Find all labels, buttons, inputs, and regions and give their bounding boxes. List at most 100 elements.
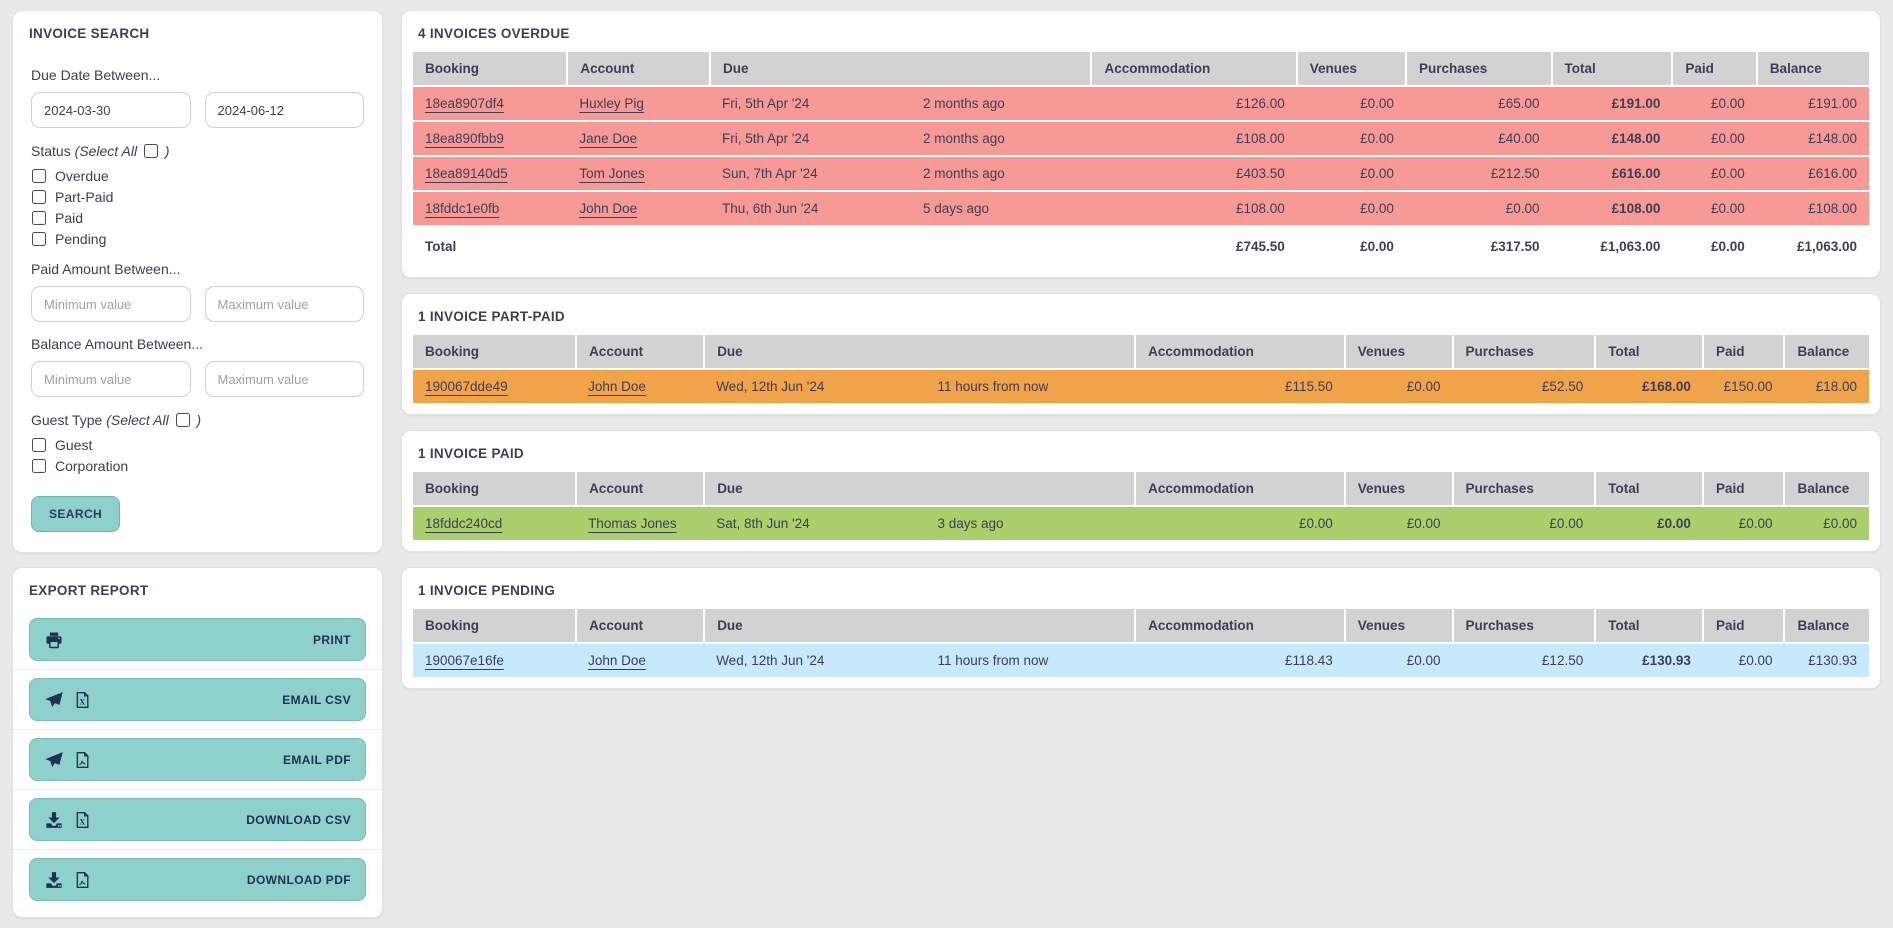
status-select-all-suffix: ) (164, 143, 170, 159)
venues-cell: £0.00 (1344, 505, 1453, 540)
download-icon (44, 870, 64, 890)
booking-link[interactable]: 190067dde49 (425, 379, 508, 394)
col-due: Due (709, 52, 1092, 86)
send-icon (44, 750, 64, 770)
venues-cell: £0.00 (1296, 120, 1406, 156)
balance-cell: £148.00 (1756, 120, 1869, 156)
balance-amount-max-input[interactable] (204, 361, 364, 397)
purchases-cell: £0.00 (1452, 505, 1596, 540)
email-pdf-button-label: EMAIL PDF (282, 752, 351, 767)
col-venues: Venues (1343, 335, 1453, 369)
paid-amount-min-input[interactable] (31, 286, 191, 322)
paid-amount-inputs (31, 286, 364, 322)
due-relative-cell: 11 hours from now (925, 642, 1136, 677)
col-balance: Balance (1755, 52, 1869, 86)
print-button-label: PRINT (313, 632, 351, 647)
invoice-results-area: 4 INVOICES OVERDUE Booking Account Due A… (401, 10, 1881, 689)
account-link[interactable]: Thomas Jones (588, 516, 677, 531)
download-csv-button-label: DOWNLOAD CSV (246, 812, 351, 827)
col-accommodation: Accommodation (1134, 472, 1345, 506)
download-pdf-button[interactable]: DOWNLOAD PDF (29, 858, 366, 901)
booking-link[interactable]: 18fddc240cd (425, 516, 503, 531)
export-item-download-csv: X DOWNLOAD CSV (13, 789, 382, 849)
booking-link[interactable]: 190067e16fe (425, 653, 504, 668)
status-option-part-paid[interactable]: Part-Paid (31, 189, 364, 205)
balance-cell: £18.00 (1784, 368, 1869, 403)
due-date-from-input[interactable] (31, 92, 191, 128)
print-button[interactable]: PRINT (29, 618, 366, 661)
paid-amount-max-input[interactable] (204, 286, 364, 322)
guest-checkbox[interactable] (32, 438, 46, 452)
account-link[interactable]: Huxley Pig (579, 96, 644, 111)
guest-type-select-all-label: (Select All (106, 412, 169, 428)
col-venues: Venues (1295, 52, 1406, 86)
due-relative-cell: 2 months ago (910, 85, 1092, 121)
accommodation-cell: £403.50 (1091, 155, 1297, 191)
col-accommodation: Accommodation (1090, 52, 1297, 86)
due-date-to-input[interactable] (204, 92, 364, 128)
account-link[interactable]: Jane Doe (579, 131, 638, 146)
account-link[interactable]: Tom Jones (579, 166, 645, 181)
col-paid: Paid (1701, 609, 1785, 643)
status-option-overdue[interactable]: Overdue (31, 168, 364, 184)
booking-link[interactable]: 18ea890fbb9 (425, 131, 504, 146)
paid-cell: £0.00 (1672, 155, 1757, 191)
accommodation-cell: £126.00 (1091, 85, 1297, 121)
status-option-pending[interactable]: Pending (31, 231, 364, 247)
col-total: Total (1594, 472, 1703, 506)
invoice-row: 190067dde49 John Doe Wed, 12th Jun '24 1… (413, 368, 1869, 403)
invoices-overdue-table: Booking Account Due Accommodation Venues… (413, 52, 1869, 266)
guest-type-option-guest[interactable]: Guest (31, 437, 364, 453)
col-balance: Balance (1783, 609, 1869, 643)
download-pdf-button-label: DOWNLOAD PDF (246, 872, 351, 887)
account-link[interactable]: John Doe (579, 201, 638, 216)
due-relative-cell: 3 days ago (925, 505, 1136, 540)
pending-checkbox[interactable] (32, 232, 46, 246)
col-purchases: Purchases (1451, 472, 1596, 506)
due-date-cell: Wed, 12th Jun '24 (704, 368, 926, 403)
guest-type-option-corporation[interactable]: Corporation (31, 458, 364, 474)
due-date-label: Due Date Between... (31, 67, 161, 83)
total-cell: £168.00 (1595, 368, 1703, 403)
col-venues: Venues (1343, 472, 1453, 506)
email-csv-button[interactable]: X EMAIL CSV (29, 678, 366, 721)
search-button[interactable]: SEARCH (31, 496, 121, 532)
export-item-email-csv: X EMAIL CSV (13, 669, 382, 729)
col-purchases: Purchases (1451, 609, 1596, 643)
overdue-checkbox[interactable] (32, 169, 46, 183)
corporation-checkbox[interactable] (32, 459, 46, 473)
part-paid-checkbox[interactable] (32, 190, 46, 204)
due-relative-cell: 2 months ago (910, 120, 1092, 156)
paid-checkbox-label: Paid (55, 210, 84, 226)
export-item-print: PRINT (13, 610, 382, 669)
svg-text:X: X (79, 697, 85, 706)
invoices-overdue-panel: 4 INVOICES OVERDUE Booking Account Due A… (401, 10, 1881, 278)
paid-cell: £0.00 (1702, 642, 1785, 677)
table-header-row: Booking Account Due Accommodation Venues… (413, 472, 1869, 506)
status-option-paid[interactable]: Paid (31, 210, 364, 226)
col-booking: Booking (413, 335, 577, 369)
balance-cell: £191.00 (1756, 85, 1869, 121)
due-date-cell: Wed, 12th Jun '24 (704, 642, 926, 677)
purchases-cell: £65.00 (1405, 85, 1552, 121)
status-select-all-checkbox[interactable] (144, 144, 158, 158)
totals-paid: £0.00 (1672, 225, 1757, 266)
invoice-search-title: INVOICE SEARCH (29, 26, 150, 41)
invoices-paid-panel: 1 INVOICE PAID Booking Account Due Accom… (401, 430, 1881, 552)
email-pdf-button[interactable]: EMAIL PDF (29, 738, 366, 781)
booking-link[interactable]: 18ea8907df4 (425, 96, 504, 111)
paid-cell: £0.00 (1672, 190, 1757, 226)
booking-link[interactable]: 18fddc1e0fb (425, 201, 500, 216)
guest-type-select-all-checkbox[interactable] (175, 413, 190, 427)
col-account: Account (566, 52, 711, 86)
export-item-email-pdf: EMAIL PDF (13, 729, 382, 789)
paid-checkbox[interactable] (32, 211, 46, 225)
balance-amount-min-input[interactable] (31, 361, 191, 397)
col-total: Total (1594, 335, 1703, 369)
account-link[interactable]: John Doe (588, 379, 646, 394)
account-link[interactable]: John Doe (588, 653, 646, 668)
col-balance: Balance (1783, 472, 1869, 506)
booking-link[interactable]: 18ea89140d5 (425, 166, 508, 181)
download-csv-button[interactable]: X DOWNLOAD CSV (29, 798, 366, 841)
